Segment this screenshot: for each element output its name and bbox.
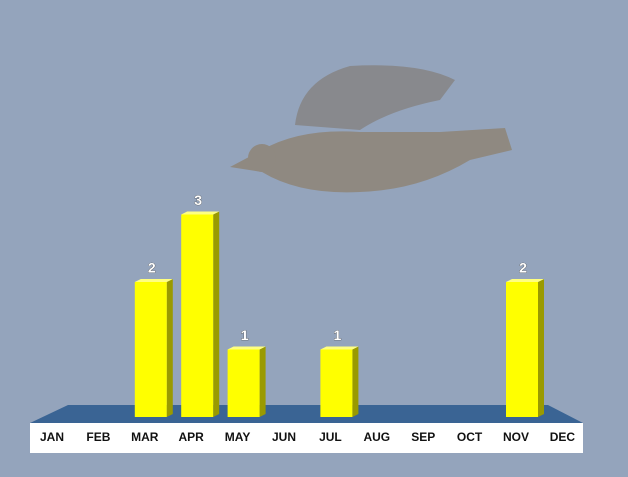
bar-side	[166, 279, 173, 417]
bar	[320, 349, 353, 417]
value-label: 3	[194, 192, 202, 208]
bar-side	[352, 346, 359, 417]
label-strip	[30, 423, 583, 453]
x-tick-label: FEB	[86, 430, 110, 444]
bar-top	[227, 346, 266, 350]
bar-top	[320, 346, 359, 350]
x-tick-label: MAR	[131, 430, 159, 444]
x-tick-label: JUN	[272, 430, 296, 444]
bar	[227, 349, 260, 417]
bar	[134, 282, 167, 417]
platform	[30, 405, 583, 423]
bar	[181, 214, 214, 417]
value-label: 1	[241, 327, 249, 343]
x-tick-label: APR	[179, 430, 205, 444]
x-tick-label: OCT	[457, 430, 483, 444]
x-tick-label: SEP	[411, 430, 435, 444]
x-tick-label: AUG	[363, 430, 390, 444]
bird-photo	[230, 65, 512, 193]
x-tick-label: JUL	[319, 430, 342, 444]
x-tick-label: JAN	[40, 430, 64, 444]
value-label: 1	[334, 327, 342, 343]
bar-top	[134, 279, 173, 282]
x-tick-label: DEC	[550, 430, 576, 444]
bar-top	[506, 279, 544, 282]
bar-side	[259, 346, 266, 417]
value-label: 2	[148, 260, 156, 276]
bar-top	[181, 211, 220, 215]
x-tick-label: MAY	[225, 430, 251, 444]
x-tick-label: NOV	[503, 430, 529, 444]
bar	[506, 282, 538, 417]
bar-side	[213, 211, 220, 417]
bar-side	[538, 279, 544, 417]
value-label: 2	[519, 260, 527, 276]
